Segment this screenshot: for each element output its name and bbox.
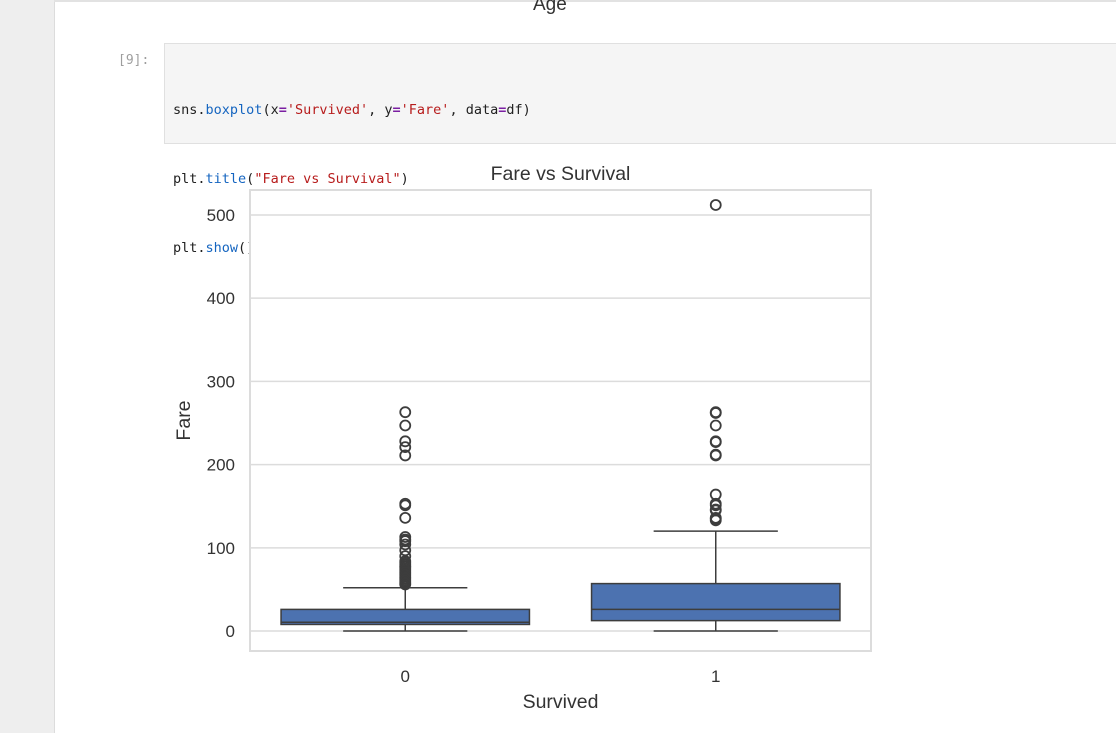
x-tick-label: 1 [711, 667, 720, 686]
code-line-1: sns.boxplot(x='Survived', y='Fare', data… [173, 99, 531, 122]
boxplot-chart: 0 100 200 300 400 500 Fare vs Survival Survived… [173, 163, 872, 713]
code-cell-editor[interactable]: sns.boxplot(x='Survived', y='Fare', data… [164, 43, 1116, 256]
outlier-point [399, 497, 412, 510]
outlier-point [399, 550, 412, 563]
outlier-point [709, 406, 722, 419]
code-token: , data [449, 102, 499, 118]
y-tick-label: 300 [207, 372, 235, 391]
outlier-point [709, 488, 722, 501]
outlier-point [709, 503, 722, 516]
code-token: df) [506, 102, 531, 118]
outlier-point [399, 435, 412, 448]
x-axis-label: Survived [523, 691, 599, 713]
code-token: 'Fare' [400, 102, 450, 118]
code-token: . [197, 171, 206, 187]
code-token: ( [246, 171, 255, 187]
left-gutter [0, 0, 55, 733]
plot-frame [249, 189, 872, 652]
iqr-box [280, 608, 531, 626]
x-tick-label: 0 [401, 667, 410, 686]
code-token: = [392, 102, 401, 118]
code-token: show [205, 240, 239, 256]
outlier-point [399, 441, 412, 454]
code-token: plt [173, 240, 198, 256]
code-token: boxplot [205, 102, 263, 118]
outlier-point [709, 511, 722, 524]
outlier-point [399, 511, 412, 524]
code-token: sns [173, 102, 198, 118]
outlier-point [399, 419, 412, 432]
chart-title: Fare vs Survival [491, 163, 631, 185]
y-tick-label: 100 [207, 539, 235, 558]
outlier-point [399, 538, 412, 551]
outlier-point [709, 435, 722, 448]
code-token: = [278, 102, 287, 118]
code-token: title [205, 171, 247, 187]
code-lines: sns.boxplot(x='Survived', y='Fare', data… [173, 53, 531, 306]
code-token: . [197, 102, 206, 118]
previous-output-border [54, 0, 1116, 2]
iqr-box [590, 582, 841, 622]
outlier-point [399, 449, 412, 462]
cell-output-area: 0 100 200 300 400 500 Fare vs Survival Survived… [160, 150, 900, 725]
outlier-point [709, 419, 722, 432]
y-tick-label: 0 [226, 622, 235, 641]
code-token: = [498, 102, 507, 118]
y-axis-label: Fare [173, 400, 195, 440]
code-token: "Fare vs Survival" [254, 171, 401, 187]
y-tick-label: 200 [207, 456, 235, 475]
code-token: 'Survived' [286, 102, 369, 118]
code-token: plt [173, 171, 198, 187]
y-tick-label: 500 [207, 206, 235, 225]
code-token: , y [368, 102, 393, 118]
previous-plot-xlabel: Age [533, 0, 567, 15]
code-token: (x [262, 102, 279, 118]
code-line-3: plt.show() [173, 237, 531, 260]
outlier-point [709, 448, 722, 461]
y-tick-label: 400 [207, 289, 235, 308]
code-line-2: plt.title("Fare vs Survival") [173, 168, 531, 191]
outlier-point [399, 531, 412, 543]
outlier-point [709, 199, 722, 211]
code-token: . [197, 240, 206, 256]
outlier-point [399, 406, 412, 419]
cell-execution-prompt: [9]: [118, 53, 150, 68]
code-token: ) [400, 171, 409, 187]
